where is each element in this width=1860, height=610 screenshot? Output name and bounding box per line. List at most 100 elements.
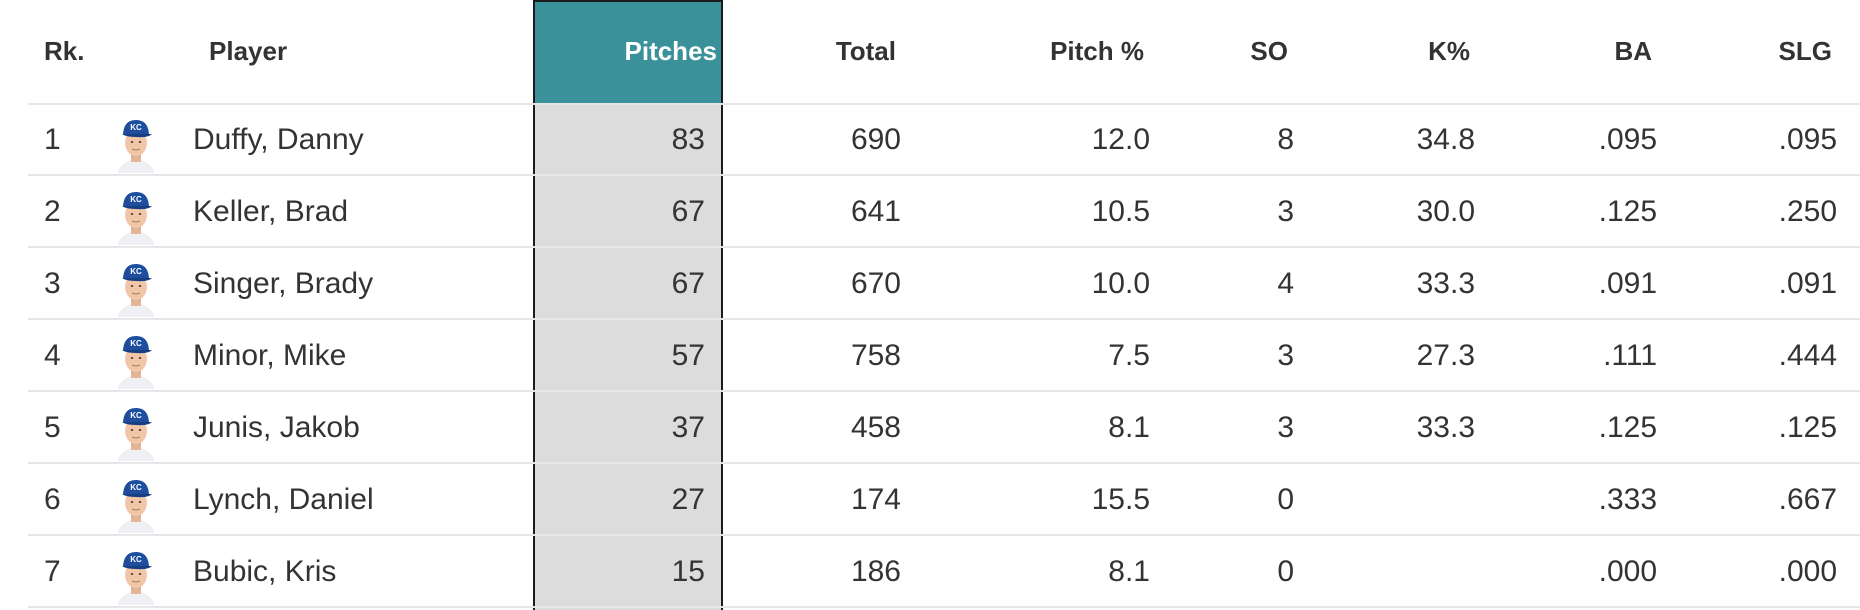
cell-rank: 7: [44, 555, 61, 588]
cell-ba: .333: [1598, 483, 1657, 516]
row-divider: [28, 246, 1860, 248]
table-row[interactable]: 3 Singer, Brady 67 670 10.0 4 33.3 .091 .091 KC: [0, 248, 1860, 320]
cell-ba: .095: [1598, 123, 1657, 156]
row-divider: [28, 318, 1860, 320]
cell-pitches: 67: [671, 195, 705, 228]
row-divider: [28, 390, 1860, 392]
cell-k-pct: 33.3: [1416, 411, 1475, 444]
row-divider: [28, 174, 1860, 176]
cell-pitch-pct: 15.5: [1091, 483, 1150, 516]
cell-so: 3: [1277, 411, 1294, 444]
cell-total: 458: [850, 411, 901, 444]
cell-slg: .000: [1778, 555, 1837, 588]
cell-slg: .250: [1778, 195, 1837, 228]
player-headshot-icon: KC: [112, 547, 160, 605]
cell-k-pct: 34.8: [1416, 123, 1475, 156]
header-rank[interactable]: Rk.: [44, 36, 85, 66]
header-slg[interactable]: SLG: [1778, 36, 1832, 66]
svg-text:KC: KC: [130, 123, 142, 132]
sorted-column-border-left: [533, 0, 535, 610]
cell-total: 174: [850, 483, 901, 516]
header-pitch-pct[interactable]: Pitch %: [1050, 36, 1144, 66]
cell-slg: .125: [1778, 411, 1837, 444]
row-divider: [28, 462, 1860, 464]
cell-k-pct: 33.3: [1416, 267, 1475, 300]
cell-pitch-pct: 10.0: [1091, 267, 1150, 300]
cell-pitches: 37: [671, 411, 705, 444]
cell-pitches: 15: [671, 555, 705, 588]
cell-pitches: 83: [671, 123, 705, 156]
row-divider: [28, 534, 1860, 536]
cell-k-pct: [1360, 536, 1475, 606]
svg-text:KC: KC: [130, 195, 142, 204]
table-row[interactable]: 2 Keller, Brad 67 641 10.5 3 30.0 .125 .250 KC: [0, 176, 1860, 248]
sorted-column-header-bg: [533, 0, 723, 103]
cell-player[interactable]: Keller, Brad: [193, 195, 349, 228]
cell-total: 690: [850, 123, 901, 156]
cell-slg: .095: [1778, 123, 1837, 156]
cell-total: 670: [850, 267, 901, 300]
cell-so: 0: [1277, 555, 1294, 588]
sorted-column-border-top: [533, 0, 723, 2]
cell-slg: .444: [1778, 339, 1837, 372]
svg-text:KC: KC: [130, 483, 142, 492]
cell-pitch-pct: 12.0: [1091, 123, 1150, 156]
header-divider: [28, 103, 1860, 105]
cell-player[interactable]: Duffy, Danny: [193, 123, 364, 156]
cell-player[interactable]: Lynch, Daniel: [193, 483, 374, 516]
cell-so: 3: [1277, 339, 1294, 372]
cell-total: 641: [850, 195, 901, 228]
cell-ba: .091: [1598, 267, 1657, 300]
header-so[interactable]: SO: [1250, 36, 1288, 66]
header-player[interactable]: Player: [209, 36, 288, 66]
svg-text:KC: KC: [130, 411, 142, 420]
table-row[interactable]: 7 Bubic, Kris 15 186 8.1 0 .000 .000 KC: [0, 536, 1860, 608]
player-headshot-icon: KC: [112, 403, 160, 461]
cell-so: 3: [1277, 195, 1294, 228]
cell-total: 186: [850, 555, 901, 588]
cell-pitch-pct: 8.1: [1108, 411, 1150, 444]
player-headshot-icon: KC: [112, 115, 160, 173]
cell-rank: 3: [44, 267, 61, 300]
table-row[interactable]: 6 Lynch, Daniel 27 174 15.5 0 .333 .667 KC: [0, 464, 1860, 536]
svg-text:KC: KC: [130, 267, 142, 276]
cell-so: 4: [1277, 267, 1294, 300]
cell-slg: .667: [1778, 483, 1837, 516]
header-ba[interactable]: BA: [1614, 36, 1652, 66]
cell-k-pct: [1360, 464, 1475, 534]
header-pitches[interactable]: Pitches: [624, 36, 718, 66]
cell-ba: .000: [1598, 555, 1657, 588]
cell-rank: 4: [44, 339, 61, 372]
cell-rank: 5: [44, 411, 61, 444]
cell-player[interactable]: Junis, Jakob: [193, 411, 360, 444]
cell-pitches: 27: [671, 483, 705, 516]
cell-player[interactable]: Singer, Brady: [193, 267, 374, 300]
header-k-pct[interactable]: K%: [1428, 36, 1470, 66]
table-header: Rk. Player Pitches Total Pitch % SO K% B…: [0, 0, 1860, 103]
player-headshot-icon: KC: [112, 187, 160, 245]
cell-so: 0: [1277, 483, 1294, 516]
cell-rank: 2: [44, 195, 61, 228]
cell-slg: .091: [1778, 267, 1837, 300]
table-row[interactable]: 1 Duffy, Danny 83 690 12.0 8 34.8 .095 .095 KC: [0, 104, 1860, 176]
cell-ba: .125: [1598, 411, 1657, 444]
cell-so: 8: [1277, 123, 1294, 156]
cell-pitch-pct: 10.5: [1091, 195, 1150, 228]
cell-pitch-pct: 8.1: [1108, 555, 1150, 588]
cell-ba: .125: [1598, 195, 1657, 228]
svg-text:KC: KC: [130, 555, 142, 564]
header-total[interactable]: Total: [835, 36, 896, 66]
cell-ba: .111: [1603, 339, 1657, 372]
cell-player[interactable]: Bubic, Kris: [193, 555, 337, 588]
cell-player[interactable]: Minor, Mike: [193, 339, 347, 372]
cell-pitch-pct: 7.5: [1108, 339, 1150, 372]
cell-rank: 6: [44, 483, 61, 516]
cell-k-pct: 30.0: [1416, 195, 1475, 228]
sorted-column-border-right: [721, 0, 723, 610]
player-headshot-icon: KC: [112, 475, 160, 533]
table-row[interactable]: 5 Junis, Jakob 37 458 8.1 3 33.3 .125 .125 KC: [0, 392, 1860, 464]
table-row[interactable]: 4 Minor, Mike 57 758 7.5 3 27.3 .111 .444 KC: [0, 320, 1860, 392]
cell-pitches: 67: [671, 267, 705, 300]
svg-text:KC: KC: [130, 339, 142, 348]
